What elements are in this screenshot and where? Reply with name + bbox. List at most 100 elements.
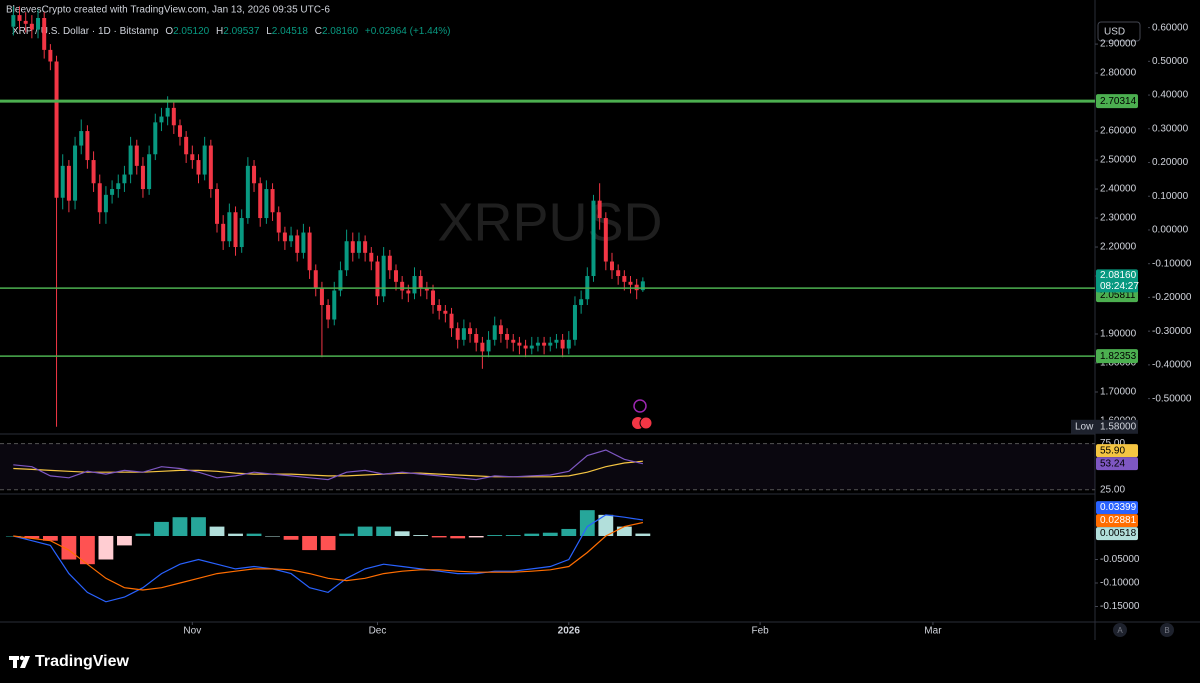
candle-body <box>412 276 417 294</box>
event-icon[interactable] <box>633 399 647 413</box>
candle-body <box>554 339 559 343</box>
candle-body <box>23 20 28 24</box>
histogram-bar <box>24 536 40 539</box>
histogram-bar <box>413 535 429 537</box>
x-tick-label: Nov <box>183 626 201 637</box>
candle-body <box>375 261 380 297</box>
candle-body <box>11 15 16 27</box>
candle-body <box>579 299 584 306</box>
candle-body <box>29 23 34 30</box>
candle-body <box>60 165 65 198</box>
histogram-bar <box>98 536 114 560</box>
axis-button[interactable] <box>1113 623 1127 637</box>
candle-body <box>215 189 220 224</box>
candle-body <box>517 342 522 346</box>
legend-title: XRP / U.S. Dollar · 1D · Bitstamp <box>12 26 159 37</box>
y2-tick-label: 0.60000 <box>1152 22 1189 33</box>
candle-body <box>480 342 485 352</box>
candle-body <box>184 136 189 155</box>
y-tick-label: 1.90000 <box>1100 329 1137 340</box>
candle-body <box>313 270 318 288</box>
candle-body <box>400 281 405 291</box>
candle-body <box>221 223 226 242</box>
last-price-label: 2.08160 <box>1100 270 1137 281</box>
rsi-line <box>13 449 644 481</box>
macd-tick-label: -0.05000 <box>1100 554 1140 565</box>
y2-tick-label: -0.40000 <box>1152 360 1192 371</box>
candle-body <box>116 183 121 190</box>
currency-button[interactable] <box>1097 21 1141 42</box>
candle-body <box>134 145 139 166</box>
logo-part <box>19 655 25 661</box>
candle-body <box>424 287 429 291</box>
histogram-bar <box>191 517 206 537</box>
value-box-label: 0.00518 <box>1100 528 1137 539</box>
candle-body <box>548 342 553 346</box>
candle-body <box>258 183 263 219</box>
axis-button-label[interactable]: B <box>1164 626 1169 635</box>
candle-body <box>264 189 269 219</box>
candle-body <box>535 342 540 346</box>
candle-body <box>616 270 621 277</box>
value-box <box>1096 444 1138 458</box>
low-box <box>1096 419 1138 434</box>
legend-label: L <box>266 26 272 37</box>
candle-body <box>542 342 547 346</box>
axis-button[interactable] <box>1160 623 1174 637</box>
candle-body <box>79 131 84 146</box>
candle-body <box>282 232 287 242</box>
candle-body <box>418 276 423 288</box>
candle-body <box>252 165 257 184</box>
candle-body <box>455 328 460 340</box>
macd-tick-label: -0.15000 <box>1100 601 1140 612</box>
legend-label: H <box>216 26 223 37</box>
candle-body <box>431 290 436 306</box>
event-icon[interactable] <box>639 416 653 430</box>
histogram-bar <box>265 536 280 537</box>
histogram-bar <box>468 536 484 538</box>
y2-tick-label: 0.10000 <box>1152 191 1189 202</box>
y-tick-label: 2.40000 <box>1100 184 1137 195</box>
candle-body <box>196 160 201 175</box>
histogram-bar <box>635 533 651 537</box>
value-box <box>1096 514 1138 528</box>
candle-body <box>85 131 90 161</box>
level-label: 2.70314 <box>1100 96 1137 107</box>
candle-body <box>474 334 479 343</box>
footer-brand: TradingView <box>35 653 130 670</box>
candle-body <box>603 218 608 262</box>
histogram-bar <box>616 526 632 537</box>
candle-body <box>36 18 41 30</box>
candle-body <box>301 232 306 253</box>
candle-body <box>511 339 516 343</box>
candle-body <box>609 261 614 271</box>
y2-tick-label: 0.40000 <box>1152 90 1189 101</box>
candle-body <box>449 313 454 329</box>
legend-value: 2.09537 <box>223 26 260 37</box>
candle-body <box>48 49 53 62</box>
y-tick-label: 2.90000 <box>1100 39 1137 50</box>
candle-body <box>128 145 133 175</box>
rsi-tick-label: 75.00 <box>1100 438 1125 449</box>
candle-body <box>350 241 355 253</box>
histogram-bar <box>431 536 447 538</box>
axis-button-label[interactable]: A <box>1117 626 1123 635</box>
value-box <box>1096 457 1138 471</box>
y-tick-label: 2.80000 <box>1100 68 1137 79</box>
macd-tick-label: -0.10000 <box>1100 578 1140 589</box>
candle-body <box>66 165 71 201</box>
histogram-bar <box>79 536 95 565</box>
candle-body <box>153 122 158 155</box>
currency-label[interactable]: USD <box>1104 27 1125 38</box>
histogram-bar <box>339 533 355 537</box>
candle-body <box>91 160 96 184</box>
candle-body <box>498 325 503 335</box>
candle-body <box>628 281 633 285</box>
candle-body <box>344 241 349 271</box>
rsi-tick-label: 25.00 <box>1100 484 1125 495</box>
value-box <box>1096 527 1138 541</box>
candle-body <box>523 345 528 349</box>
